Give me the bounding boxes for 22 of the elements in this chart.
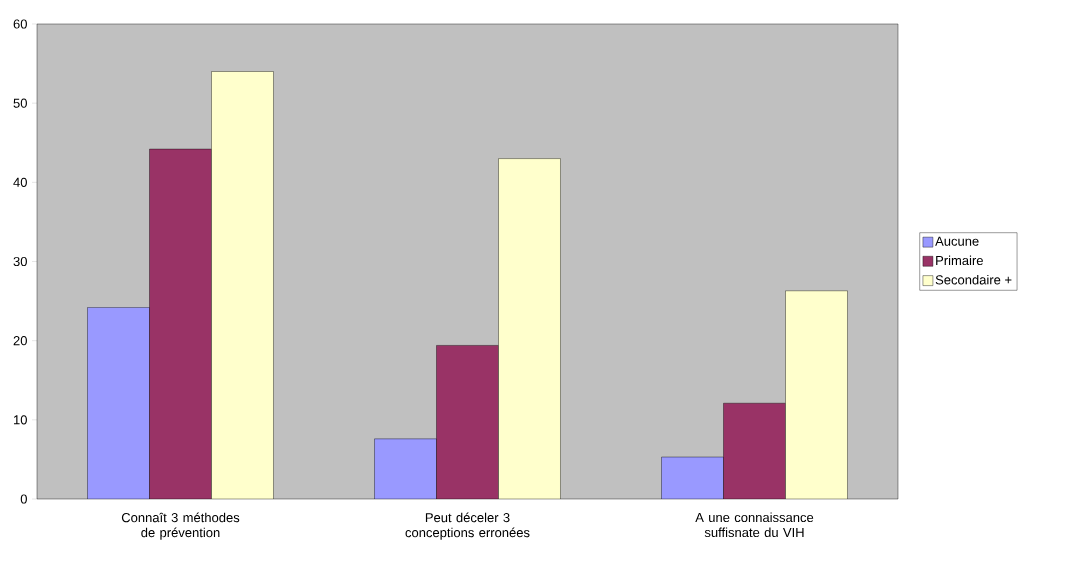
legend-label: Aucune bbox=[935, 236, 979, 246]
bar bbox=[661, 456, 724, 499]
y-tick-label: 50 bbox=[13, 98, 27, 108]
y-tick-label: 60 bbox=[13, 19, 27, 29]
y-tick-label: 0 bbox=[20, 494, 27, 504]
bar bbox=[149, 148, 212, 499]
bar bbox=[723, 403, 786, 499]
y-tick-label: 20 bbox=[13, 336, 27, 346]
x-tick-label: Connaît 3 méthodes de prévention bbox=[121, 512, 240, 540]
legend-label: Primaire bbox=[936, 255, 983, 266]
bar bbox=[374, 438, 437, 499]
bar bbox=[211, 71, 274, 499]
x-tick-label: A une connaissance suffisnate du VIH bbox=[695, 512, 814, 538]
bar bbox=[498, 158, 561, 499]
bar bbox=[785, 290, 848, 499]
y-tick-label: 10 bbox=[13, 415, 27, 425]
x-tick-label: Peut déceler 3 conceptions erronées bbox=[405, 512, 530, 540]
legend-label: Secondaire + bbox=[935, 274, 1012, 285]
bar bbox=[87, 307, 150, 499]
bar bbox=[436, 345, 499, 499]
y-tick-label: 40 bbox=[13, 177, 27, 187]
y-tick-label: 30 bbox=[13, 256, 27, 267]
